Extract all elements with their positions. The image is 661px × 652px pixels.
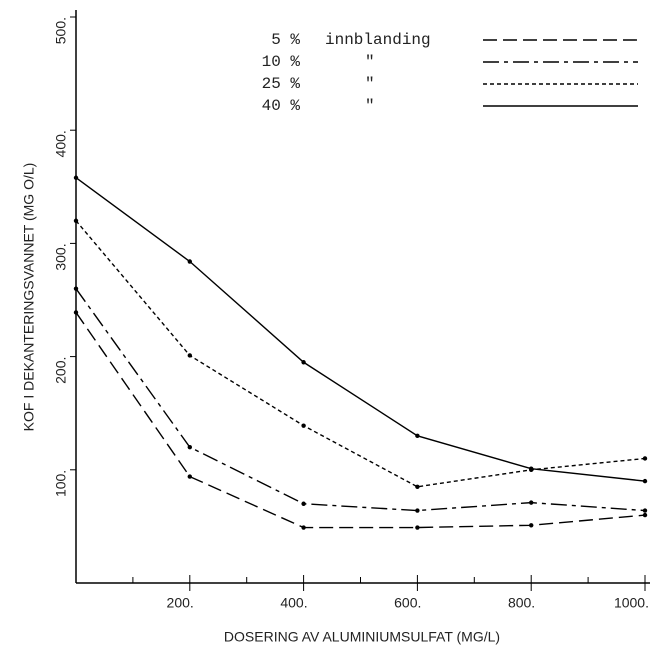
- data-point: [187, 444, 192, 450]
- data-point: [529, 523, 534, 528]
- data-point: [642, 512, 648, 518]
- data-point: [301, 501, 306, 506]
- data-point: [642, 456, 648, 461]
- y-tick-label: 500.: [53, 17, 69, 44]
- x-axis-title: DOSERING AV ALUMINIUMSULFAT (MG/L): [224, 629, 500, 645]
- legend-note: ": [365, 75, 375, 93]
- legend-label: 5 %: [271, 31, 300, 49]
- data-point: [301, 360, 306, 365]
- data-point: [301, 423, 306, 428]
- legend-note: ": [365, 97, 375, 115]
- series-line: [75, 288, 646, 512]
- legend-label: 25 %: [262, 75, 301, 93]
- data-point: [73, 286, 79, 291]
- data-point: [187, 353, 192, 358]
- data-point: [73, 218, 79, 223]
- data-point: [415, 433, 420, 439]
- data-point: [415, 525, 420, 530]
- series-line: [75, 312, 646, 529]
- y-tick-label: 400.: [53, 130, 69, 157]
- x-tick-label: 600.: [394, 595, 421, 611]
- legend-label: 10 %: [262, 53, 301, 71]
- legend-note: ": [365, 53, 375, 71]
- y-tick-label: 300.: [53, 243, 69, 270]
- data-point: [642, 478, 648, 484]
- x-tick-label: 1000.: [614, 595, 649, 611]
- data-point: [529, 500, 534, 505]
- x-tick-label: 800.: [508, 595, 535, 611]
- data-point: [415, 484, 420, 489]
- y-tick-label: 200.: [53, 357, 69, 384]
- x-tick-label: 400.: [280, 595, 307, 611]
- data-point: [415, 508, 420, 513]
- legend-label: 40 %: [262, 97, 301, 115]
- data-point: [187, 474, 192, 479]
- data-point: [301, 525, 306, 530]
- series-line: [75, 177, 646, 482]
- legend-note: innblanding: [325, 31, 431, 49]
- data-point: [642, 508, 648, 513]
- data-point: [529, 466, 534, 471]
- data-point: [73, 175, 79, 180]
- y-tick-label: 100.: [53, 470, 69, 497]
- data-point: [187, 259, 192, 264]
- x-tick-label: 200.: [167, 595, 194, 611]
- series-line: [75, 220, 646, 488]
- data-point: [73, 310, 79, 315]
- y-axis-title: KOF I DEKANTERINGSVANNET (MG O/L): [21, 163, 37, 432]
